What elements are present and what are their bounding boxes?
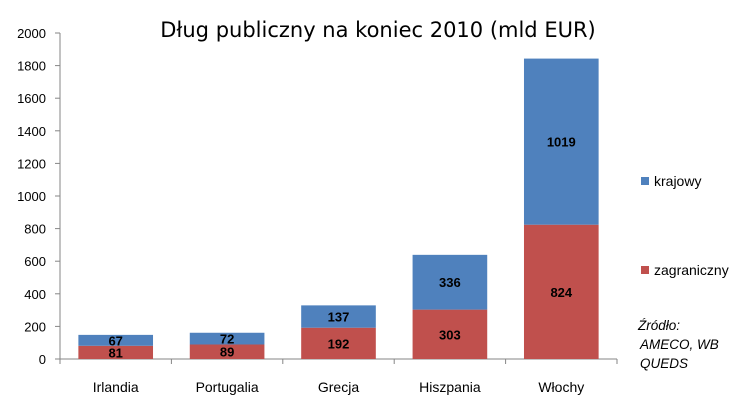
data-label: 1019 [547, 135, 576, 150]
source-note: Źródło: AMECO, WB QUEDS [638, 316, 748, 373]
bar-krajowy [78, 334, 154, 346]
y-tick-label: 400 [24, 287, 46, 302]
data-label: 137 [328, 310, 350, 325]
bar-zagraniczny [78, 345, 154, 359]
legend-label-krajowy: krajowy [654, 173, 701, 189]
legend: krajowy zagraniczny [641, 173, 729, 278]
data-label: 67 [108, 333, 122, 348]
y-tick-label: 800 [24, 222, 46, 237]
source-label: Źródło: [638, 318, 681, 333]
y-tick-label: 1000 [17, 189, 46, 204]
y-tick-label: 600 [24, 254, 46, 269]
y-tick-label: 1800 [17, 59, 46, 74]
data-label: 72 [220, 332, 234, 347]
legend-swatch-zagraniczny [641, 266, 649, 274]
bar-krajowy [301, 305, 376, 328]
bar-krajowy [523, 58, 599, 225]
x-tick-label: Włochy [538, 379, 584, 395]
legend-label-zagraniczny: zagraniczny [654, 262, 729, 278]
x-tick-label: Portugalia [196, 379, 259, 395]
y-tick-label: 1400 [17, 124, 46, 139]
y-axis: 0 200 400 600 800 1000 1200 1400 1600 1800 2000 [17, 26, 61, 367]
y-tick-label: 1200 [17, 156, 46, 171]
bar-krajowy [412, 254, 488, 310]
y-tick-label: 1600 [17, 91, 46, 106]
data-label: 303 [439, 327, 461, 342]
y-tick-label: 2000 [17, 26, 46, 41]
data-label: 824 [550, 285, 572, 300]
bar-zagraniczny [301, 327, 376, 359]
x-tick-label: Irlandia [93, 379, 139, 395]
source-line-2: AMECO, WB [640, 337, 719, 352]
data-label: 192 [328, 336, 350, 351]
source-line-3: QUEDS [640, 356, 689, 371]
bar-zagraniczny [523, 224, 599, 359]
data-label: 336 [439, 275, 461, 290]
x-tick-label: Grecja [318, 379, 359, 395]
data-label: 89 [220, 345, 234, 360]
bar-zagraniczny [189, 344, 265, 359]
chart-title: Dług publiczny na koniec 2010 (mld EUR) [160, 18, 596, 42]
y-tick-label: 200 [24, 319, 46, 334]
data-label: 81 [108, 345, 122, 360]
bar-zagraniczny [412, 309, 488, 359]
x-axis: Irlandia Portugalia Grecja Hiszpania Włochy [59, 358, 618, 395]
legend-swatch-krajowy [641, 177, 649, 185]
x-tick-label: Hiszpania [419, 379, 481, 395]
bar-krajowy [189, 332, 265, 345]
y-tick-label: 0 [39, 352, 46, 367]
